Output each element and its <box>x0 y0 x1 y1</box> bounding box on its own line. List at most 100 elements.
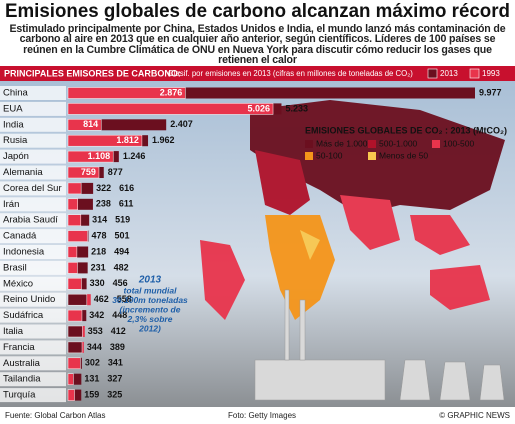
row-label-bg <box>0 229 66 244</box>
bar <box>67 198 78 211</box>
power-plant <box>254 289 505 401</box>
category-label: Alemania <box>3 167 43 178</box>
bar <box>68 373 82 385</box>
bar <box>67 182 82 195</box>
map-shapes <box>200 100 505 320</box>
category-label: Reino Unido <box>3 294 55 305</box>
category-label: EUA <box>3 103 23 114</box>
row-label-bg <box>0 165 66 180</box>
value-label: 231 <box>91 262 106 272</box>
row-label-bg <box>0 372 66 387</box>
value-label: 478 <box>91 230 106 240</box>
value-label: 2.876 <box>160 87 183 97</box>
bar <box>67 293 88 306</box>
value-label: 1.108 <box>88 151 111 161</box>
bar <box>67 134 143 147</box>
category-label: Corea del Sur <box>3 183 62 194</box>
row-label-bg <box>0 356 66 371</box>
legend-label: 2013 <box>440 69 458 78</box>
category-label: Sudáfrica <box>3 310 44 321</box>
header-note: Clasif. por emisiones en 2013 (cifras en… <box>168 69 413 78</box>
category-label: Indonesia <box>3 247 45 258</box>
value-label: 327 <box>107 374 122 384</box>
bar <box>67 278 82 290</box>
value-label: 353 <box>88 326 103 336</box>
bar <box>67 246 78 258</box>
value-label: 238 <box>96 199 111 209</box>
category-label: Arabia Saudí <box>3 215 58 226</box>
bar <box>67 119 102 131</box>
map-legend-label: 100-500 <box>443 138 474 148</box>
bar <box>68 262 88 274</box>
map-legend-swatch <box>432 140 440 148</box>
category-label: Turquía <box>3 390 36 401</box>
map-legend-label: Menos de 50 <box>379 150 428 160</box>
value-label: 1.812 <box>116 135 139 145</box>
value-label: 877 <box>108 167 123 177</box>
bar <box>68 87 475 99</box>
category-label: Australia <box>3 358 41 369</box>
row-label-bg <box>0 340 66 355</box>
row-label-bg <box>0 324 66 339</box>
map-legend-swatch <box>368 152 376 160</box>
value-label: 519 <box>115 215 130 225</box>
row-label-bg <box>0 86 66 100</box>
value-label: 5.026 <box>247 103 270 113</box>
source: Fuente: Global Carbon Atlas <box>5 411 106 420</box>
value-label: 494 <box>114 246 129 256</box>
category-label: Canadá <box>3 231 37 242</box>
footer-bg <box>0 407 515 424</box>
value-label: 448 <box>112 310 127 320</box>
bar <box>67 262 78 274</box>
bar <box>68 246 89 258</box>
photo-credit: Foto: Getty Images <box>228 411 296 420</box>
bar <box>67 325 83 338</box>
value-label: 1.246 <box>123 151 146 161</box>
category-label: México <box>3 278 33 289</box>
value-label: 412 <box>111 326 126 336</box>
bar <box>67 309 83 322</box>
map-legend-label: 500-1.000 <box>379 138 418 148</box>
value-label: 322 <box>96 183 111 193</box>
annotation-line: total mundial <box>124 285 178 295</box>
value-label: 330 <box>90 278 105 288</box>
bar <box>67 389 75 401</box>
category-label: China <box>3 88 29 99</box>
title: Emisiones globales de carbono alcanzan m… <box>5 0 510 22</box>
bar <box>67 150 114 163</box>
value-label: 302 <box>85 358 100 368</box>
row-label-bg <box>0 133 66 148</box>
bar <box>68 119 167 131</box>
map-legend-swatch <box>368 140 376 148</box>
category-label: Brasil <box>3 262 27 273</box>
value-label: 611 <box>119 199 134 209</box>
annotation-year: 2013 <box>138 275 162 286</box>
bar <box>67 230 88 242</box>
header: PRINCIPALES EMISORES DE CARBONO: <box>4 68 181 78</box>
legend-swatch <box>469 68 480 79</box>
annotation-line: 36.100m toneladas <box>112 295 188 305</box>
row-label-bg <box>0 149 66 164</box>
value-label: 558 <box>117 294 132 304</box>
subtitle: Estimulado principalmente por China, Est… <box>9 23 506 66</box>
annotation-line: 2,3% sobre <box>127 314 173 324</box>
bar <box>67 341 83 354</box>
map-legend-swatch <box>305 140 313 148</box>
value-label: 9.977 <box>479 87 502 97</box>
category-label: Francia <box>3 342 35 353</box>
row-label-bg <box>0 213 66 228</box>
value-label: 325 <box>107 389 122 399</box>
value-label: 1.962 <box>152 135 175 145</box>
value-label: 159 <box>84 389 99 399</box>
row-label-bg <box>0 260 66 275</box>
value-label: 456 <box>113 278 128 288</box>
value-label: 344 <box>87 342 102 352</box>
bar <box>67 103 274 115</box>
value-label: 341 <box>108 358 123 368</box>
legend-swatch <box>427 68 438 79</box>
value-label: 342 <box>89 310 104 320</box>
value-label: 616 <box>119 183 134 193</box>
value-label: 218 <box>91 246 106 256</box>
row-label-bg <box>0 245 66 259</box>
